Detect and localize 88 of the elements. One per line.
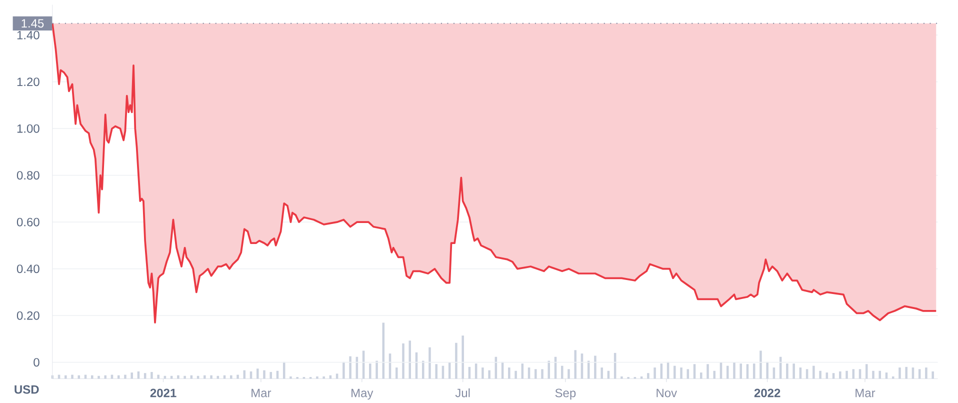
bar: [766, 362, 768, 379]
x-tick-label: Mar: [252, 388, 272, 398]
bar: [713, 370, 716, 379]
bar: [104, 375, 106, 379]
bar: [560, 366, 564, 379]
bar: [342, 362, 345, 379]
bar: [600, 367, 603, 379]
bar: [177, 375, 180, 379]
bar: [184, 376, 186, 379]
bar: [706, 364, 709, 379]
bar: [488, 370, 490, 379]
bar: [435, 364, 438, 379]
bar: [402, 343, 404, 379]
y-tick-label: 0.20: [16, 311, 40, 320]
bar: [428, 347, 431, 379]
bar: [898, 367, 901, 379]
bar: [878, 370, 882, 379]
bar: [574, 350, 576, 379]
x-tick-label: May: [352, 388, 374, 400]
bar: [243, 370, 246, 379]
bar: [349, 356, 352, 379]
bar: [508, 367, 510, 379]
x-tick-label: Nov: [656, 388, 678, 398]
bar: [256, 368, 259, 379]
bar: [812, 366, 815, 379]
bar: [369, 364, 372, 379]
bar: [270, 372, 272, 379]
bar: [455, 342, 458, 379]
bar: [396, 367, 398, 379]
bar: [568, 369, 570, 379]
bar: [792, 364, 795, 379]
bar: [740, 364, 742, 379]
x-tick-label: Mar: [856, 388, 876, 398]
bar: [620, 376, 623, 379]
bar: [733, 362, 736, 379]
bar: [462, 336, 464, 379]
bar: [819, 370, 822, 379]
bar: [204, 375, 206, 379]
x-tick-label: Sep: [555, 388, 576, 400]
y-axis-title: USD: [14, 385, 39, 394]
y-tick-label: 1.20: [17, 78, 40, 86]
bar: [726, 366, 729, 379]
y-tick-label: 0.60: [16, 218, 40, 226]
x-tick-label: Jul: [455, 388, 470, 398]
bar: [263, 370, 266, 379]
bar: [236, 374, 239, 379]
bar: [534, 369, 537, 379]
bar: [290, 376, 292, 379]
y-tick-label: 1.40: [17, 30, 40, 40]
bar: [654, 367, 656, 379]
bar: [482, 367, 484, 379]
bar: [124, 374, 126, 379]
bar: [905, 366, 908, 379]
bar: [932, 371, 934, 379]
bar: [925, 367, 928, 379]
y-tick-label: 0.40: [16, 264, 40, 274]
bar: [839, 371, 842, 379]
bar: [157, 374, 160, 379]
x-tick-label: 2021: [150, 388, 176, 398]
y-tick-label: 0: [34, 358, 40, 367]
bar: [71, 374, 74, 379]
bar: [541, 369, 544, 379]
bar: [316, 376, 318, 379]
bar: [866, 364, 868, 379]
bar: [150, 372, 153, 379]
x-tick-label: 2022: [754, 388, 780, 398]
bar: [230, 375, 232, 379]
bar: [674, 366, 676, 379]
bar: [210, 375, 212, 379]
bar: [760, 350, 762, 379]
bar: [786, 364, 788, 379]
bar: [408, 340, 412, 379]
bar: [514, 370, 517, 379]
bar: [322, 376, 325, 379]
bar: [376, 360, 378, 379]
y-tick-label: 1.00: [17, 124, 40, 133]
bar: [594, 356, 596, 379]
bar: [90, 375, 94, 379]
bar: [647, 373, 650, 379]
y-tick-label: 0.80: [16, 171, 40, 180]
bar: [98, 376, 100, 379]
ref-line-label: 1.45: [22, 19, 44, 28]
bar: [700, 372, 702, 379]
bar: [130, 372, 133, 379]
bar: [680, 367, 682, 379]
bar: [64, 375, 67, 379]
bar: [846, 370, 848, 379]
bar: [872, 370, 874, 379]
